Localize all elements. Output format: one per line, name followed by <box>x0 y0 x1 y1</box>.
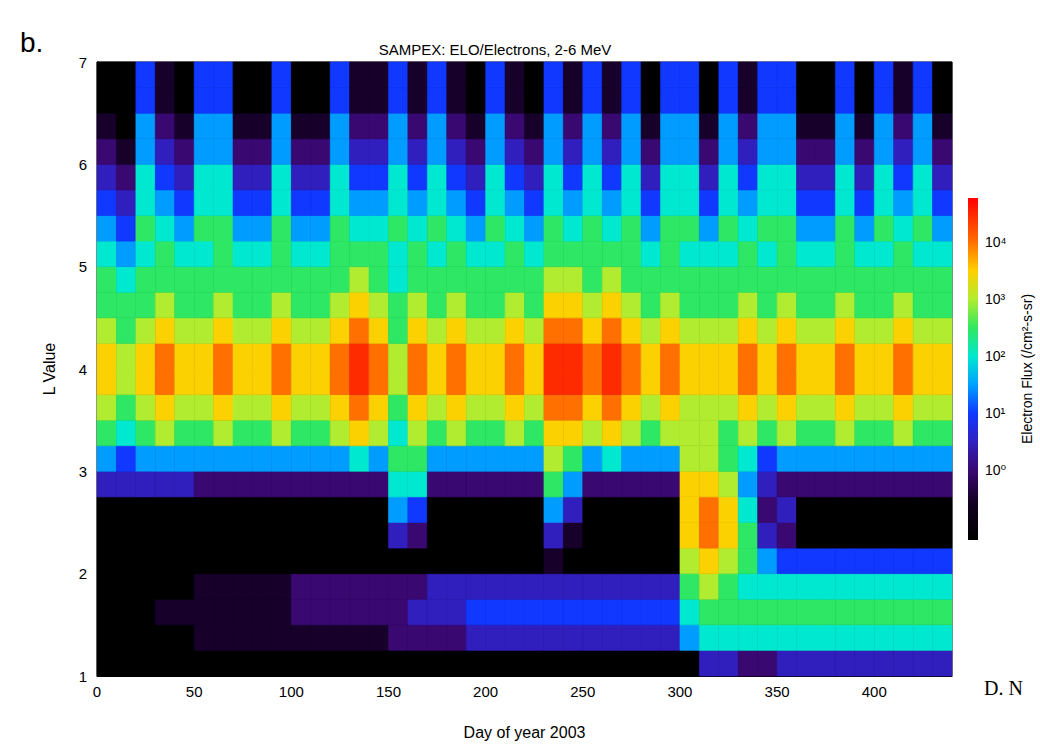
svg-text:50: 50 <box>186 683 203 700</box>
svg-text:300: 300 <box>667 683 692 700</box>
svg-text:150: 150 <box>376 683 401 700</box>
svg-text:Day of year 2003: Day of year 2003 <box>464 724 586 741</box>
svg-text:10⁰: 10⁰ <box>985 462 1007 478</box>
svg-text:10⁴: 10⁴ <box>985 234 1007 250</box>
svg-text:200: 200 <box>473 683 498 700</box>
svg-text:10²: 10² <box>985 348 1006 364</box>
svg-text:SAMPEX: ELO/Electrons, 2-6 MeV: SAMPEX: ELO/Electrons, 2-6 MeV <box>379 41 612 58</box>
svg-text:5: 5 <box>79 258 87 275</box>
svg-text:400: 400 <box>862 683 887 700</box>
svg-text:4: 4 <box>79 361 87 378</box>
svg-text:1: 1 <box>79 668 87 685</box>
svg-text:D. N: D. N <box>984 677 1023 699</box>
svg-text:Electron Flux (/cm²-s-sr): Electron Flux (/cm²-s-sr) <box>1019 294 1035 444</box>
svg-text:6: 6 <box>79 156 87 173</box>
svg-text:100: 100 <box>279 683 304 700</box>
svg-text:10³: 10³ <box>985 291 1006 307</box>
svg-text:250: 250 <box>570 683 595 700</box>
svg-text:3: 3 <box>79 463 87 480</box>
svg-text:0: 0 <box>93 683 101 700</box>
svg-text:2: 2 <box>79 565 87 582</box>
svg-text:350: 350 <box>765 683 790 700</box>
svg-text:7: 7 <box>79 54 87 71</box>
svg-text:b.: b. <box>20 27 43 58</box>
svg-text:10¹: 10¹ <box>985 405 1006 421</box>
svg-text:L Value: L Value <box>41 343 58 396</box>
